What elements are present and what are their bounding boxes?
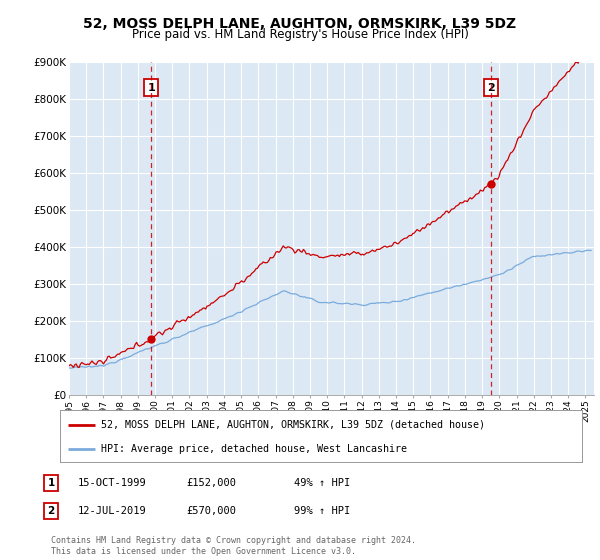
Text: 12-JUL-2019: 12-JUL-2019 (78, 506, 147, 516)
Text: 99% ↑ HPI: 99% ↑ HPI (294, 506, 350, 516)
Text: £570,000: £570,000 (186, 506, 236, 516)
Text: 1: 1 (47, 478, 55, 488)
Text: 15-OCT-1999: 15-OCT-1999 (78, 478, 147, 488)
Text: 52, MOSS DELPH LANE, AUGHTON, ORMSKIRK, L39 5DZ: 52, MOSS DELPH LANE, AUGHTON, ORMSKIRK, … (83, 17, 517, 31)
Text: Contains HM Land Registry data © Crown copyright and database right 2024.
This d: Contains HM Land Registry data © Crown c… (51, 536, 416, 556)
Text: Price paid vs. HM Land Registry's House Price Index (HPI): Price paid vs. HM Land Registry's House … (131, 28, 469, 41)
Text: 1: 1 (148, 82, 155, 92)
Text: HPI: Average price, detached house, West Lancashire: HPI: Average price, detached house, West… (101, 444, 407, 454)
Text: £152,000: £152,000 (186, 478, 236, 488)
Text: 52, MOSS DELPH LANE, AUGHTON, ORMSKIRK, L39 5DZ (detached house): 52, MOSS DELPH LANE, AUGHTON, ORMSKIRK, … (101, 420, 485, 430)
Text: 49% ↑ HPI: 49% ↑ HPI (294, 478, 350, 488)
Text: 2: 2 (487, 82, 495, 92)
Text: 2: 2 (47, 506, 55, 516)
